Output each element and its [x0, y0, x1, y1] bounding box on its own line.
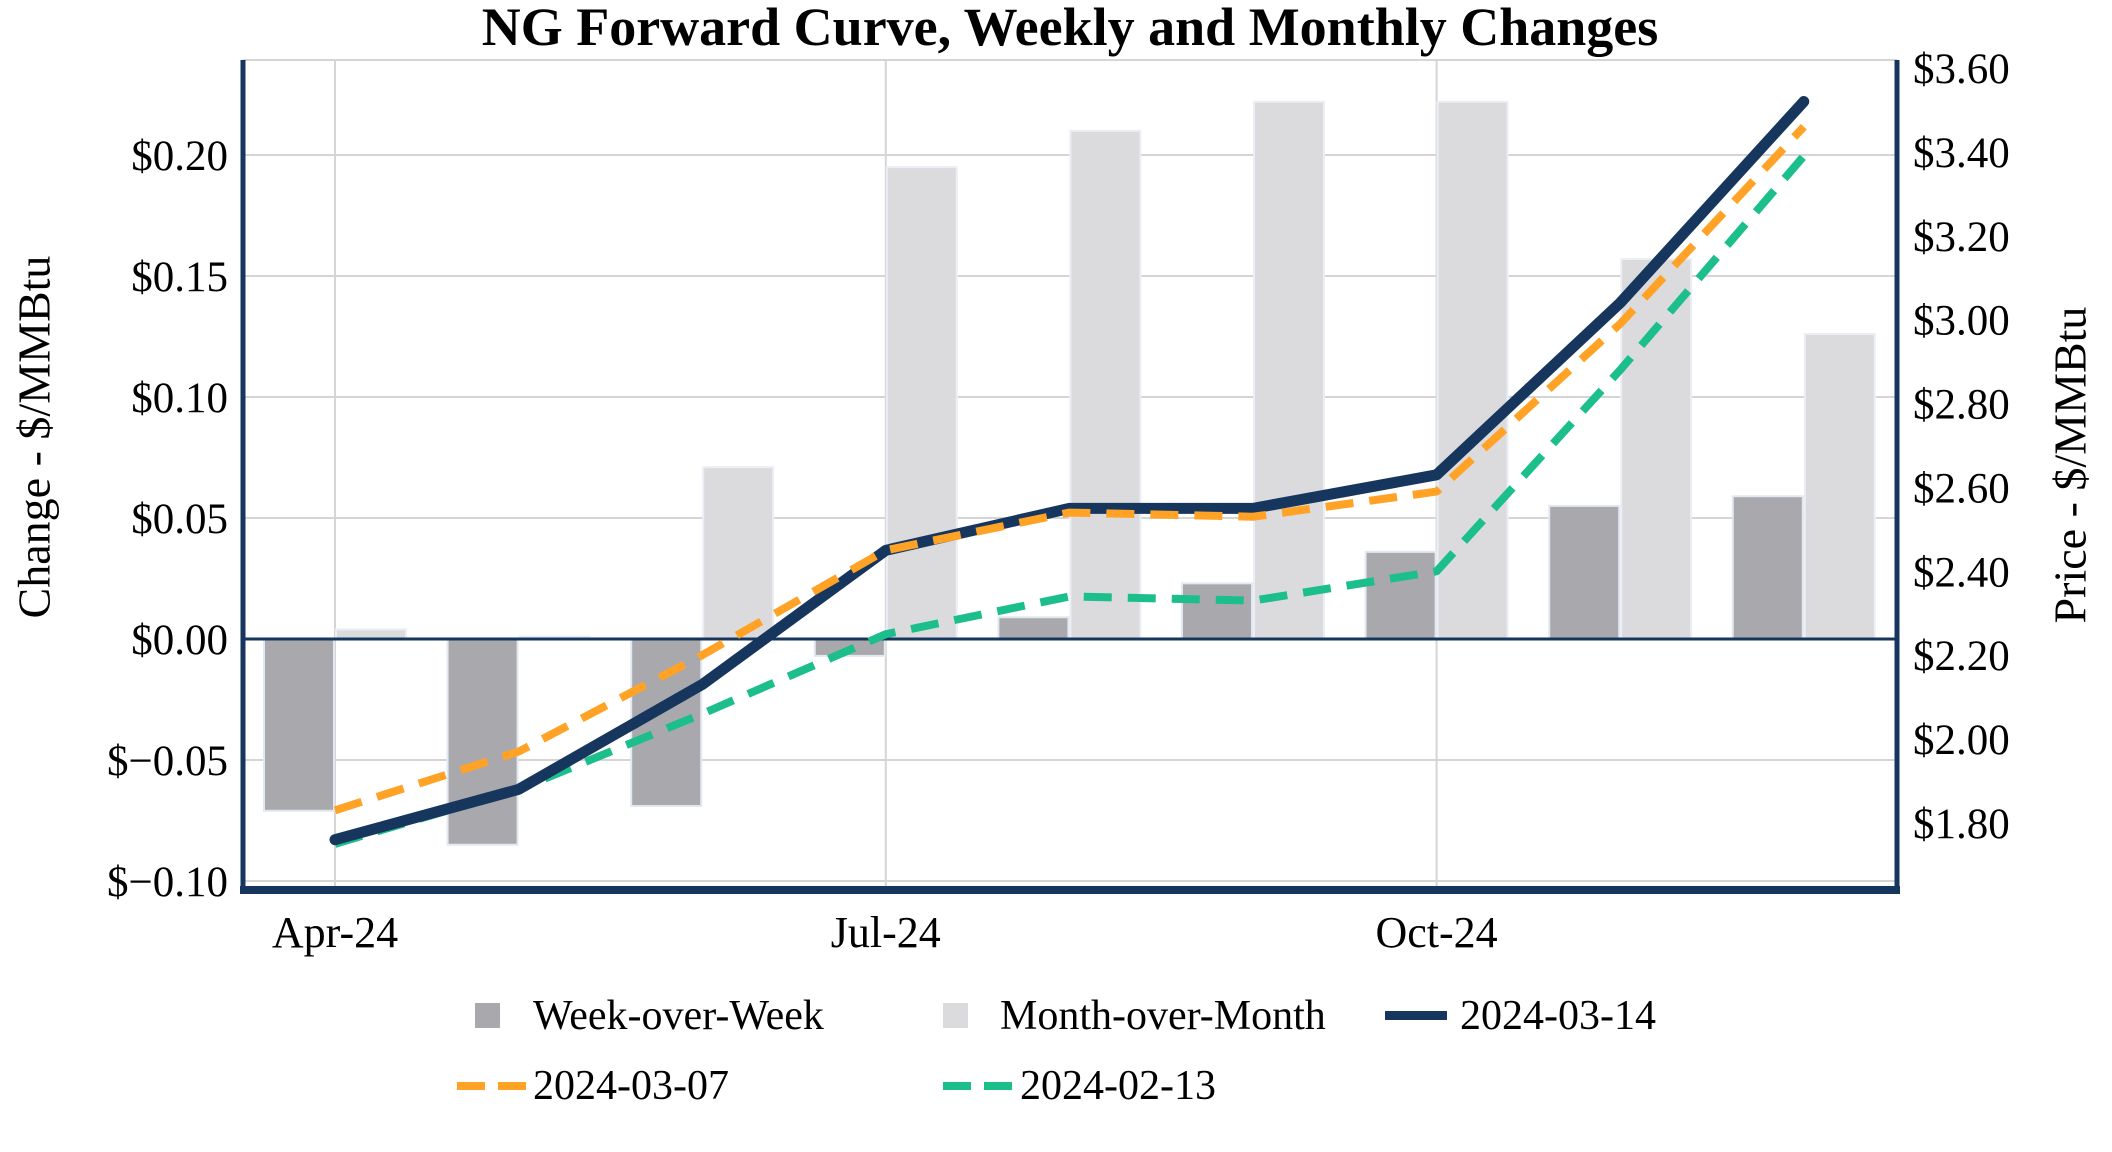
chart-title: NG Forward Curve, Weekly and Monthly Cha…: [481, 0, 1659, 57]
legend-label-week-over-week: Week-over-Week: [533, 993, 824, 1039]
right-axis-tick-label: $3.00: [1913, 298, 2010, 345]
right-axis-tick-label: $3.40: [1913, 130, 2010, 177]
right-axis-tick-label: $1.80: [1913, 801, 2010, 848]
dash-segment: [457, 1082, 485, 1090]
x-axis-tick-label: Apr-24: [272, 908, 398, 957]
series-line-2024-03-14: [329, 96, 1810, 846]
left-axis-tick-label: $0.00: [131, 617, 228, 664]
wow-bar-May-24: [446, 638, 519, 846]
legend-label-2024-02-13: 2024-02-13: [1020, 1063, 1216, 1109]
x-axis-tick-label: Jul-24: [831, 908, 941, 957]
dash-segment: [943, 1082, 971, 1090]
series-line-2024-03-07: [333, 123, 1807, 815]
wow-bar-Nov-24: [1548, 504, 1621, 640]
wow-bar-Sep-24: [1181, 582, 1253, 641]
left-axis-tick-label: $0.15: [131, 254, 228, 301]
right-axis-tick-label: $3.20: [1913, 214, 2010, 261]
mom-bar-Jun-24: [702, 466, 775, 640]
right-axis-tick-label: $3.60: [1913, 46, 2010, 93]
legend-label-2024-03-14: 2024-03-14: [1460, 993, 1656, 1039]
legend-dashes-2024-02-13: [943, 1082, 1012, 1090]
wow-bar-Oct-24: [1364, 550, 1437, 641]
left-axis-tick-label: $−0.10: [107, 859, 228, 906]
mom-bar-Oct-24: [1436, 100, 1509, 640]
wow-bar-Apr-24: [263, 638, 335, 812]
legend-line-2024-03-14: [1385, 1011, 1447, 1020]
right-axis-tick-label: $2.00: [1913, 717, 2010, 764]
series-line-2024-02-13: [333, 153, 1807, 848]
left-axis-tick-label: $−0.05: [107, 738, 228, 785]
dash-segment: [984, 1082, 1012, 1090]
legend-dashes-2024-03-07: [457, 1082, 526, 1090]
left-axis-tick-label: $0.20: [131, 133, 228, 180]
right-axis-tick-label: $2.60: [1913, 465, 2010, 512]
wow-bar-Aug-24: [997, 616, 1070, 640]
left-axis-tick-label: $0.05: [131, 496, 228, 543]
mom-bar-Jul-24: [885, 166, 958, 640]
legend-swatch-week-over-week: [475, 1003, 500, 1028]
legend-label-month-over-month: Month-over-Month: [1000, 993, 1326, 1039]
wow-bar-Dec-24: [1731, 495, 1804, 640]
x-axis-tick-label: Oct-24: [1376, 908, 1498, 957]
right-axis-tick-label: $2.20: [1913, 633, 2010, 680]
mom-bar-Sep-24: [1253, 100, 1325, 640]
right-axis-tick-label: $2.80: [1913, 382, 2010, 429]
mom-bar-Aug-24: [1069, 129, 1142, 641]
legend-swatch-month-over-month: [943, 1003, 968, 1028]
dash-segment: [498, 1082, 526, 1090]
right-axis-tick-label: $2.40: [1913, 549, 2010, 596]
legend-label-2024-03-07: 2024-03-07: [533, 1063, 729, 1109]
mom-bar-Dec-24: [1803, 333, 1876, 640]
left-axis-tick-label: $0.10: [131, 375, 228, 422]
